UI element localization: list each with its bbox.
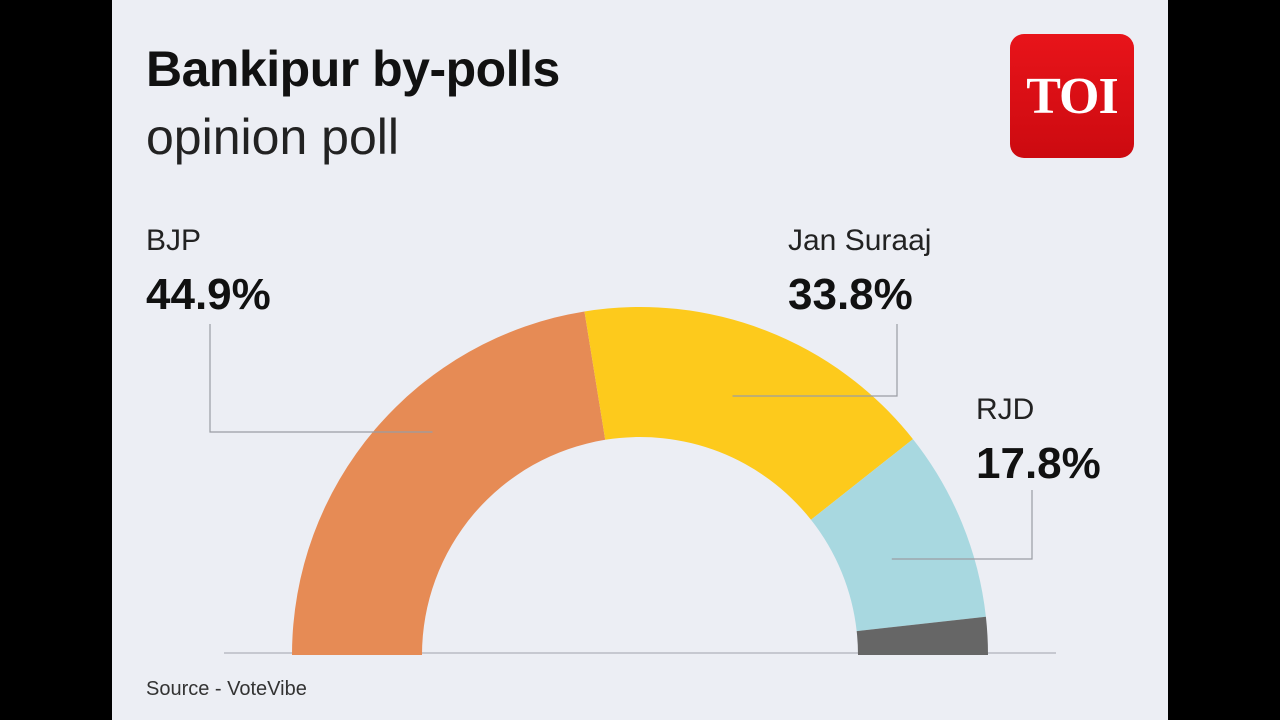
semi-donut-chart: BJP 44.9% Jan Suraaj 33.8% RJD 17.8% [146,224,1101,655]
arc-segment-other [856,616,988,655]
data-label-jan-suraaj: 33.8% [788,270,913,319]
series-name-bjp: BJP [146,224,201,257]
series-name-jan-suraaj: Jan Suraaj [788,224,931,257]
infographic-card: Bankipur by-polls opinion poll TOI BJP 4… [112,0,1168,720]
chart-arcs [292,306,988,655]
toi-logo: TOI [1010,34,1134,158]
chart-title: Bankipur by-polls [146,41,560,97]
leader-line-bjp [209,324,433,433]
chart-subtitle: opinion poll [146,109,399,165]
logo-text: TOI [1026,67,1118,125]
arc-segment-rjd [810,439,986,632]
leader-line-rjd [891,490,1033,560]
arc-segment-bjp [292,311,606,655]
label-rjd: RJD 17.8% [976,393,1101,488]
label-bjp: BJP 44.9% [146,224,271,319]
arc-segment-jan-suraaj [584,306,913,520]
data-label-rjd: 17.8% [976,439,1101,488]
data-label-bjp: 44.9% [146,270,271,319]
source-note: Source - VoteVibe [146,678,307,700]
leader-lines [209,324,1033,560]
label-jan-suraaj: Jan Suraaj 33.8% [788,224,931,319]
leader-line-jan-suraaj [732,324,898,397]
series-name-rjd: RJD [976,393,1034,426]
